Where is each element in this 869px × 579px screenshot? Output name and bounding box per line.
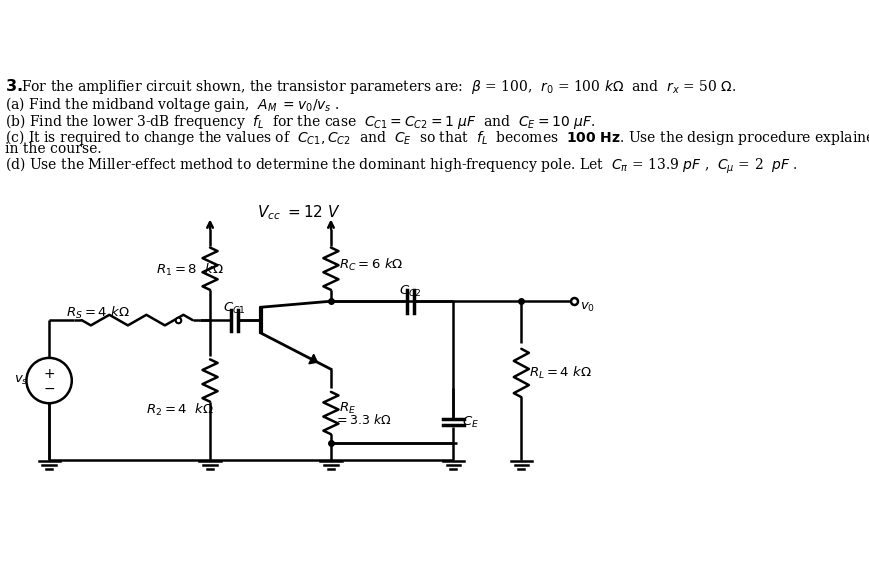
Text: $R_L = 4\ k\Omega$: $R_L = 4\ k\Omega$ <box>528 365 591 381</box>
Text: $C_{C1}$: $C_{C1}$ <box>222 301 245 316</box>
Text: $R_E$: $R_E$ <box>338 401 355 416</box>
Text: $C_{C2}$: $C_{C2}$ <box>399 284 421 299</box>
Text: For the amplifier circuit shown, the transistor parameters are:  $\beta$ = 100, : For the amplifier circuit shown, the tra… <box>21 78 736 96</box>
Text: $-$: $-$ <box>43 380 55 394</box>
Text: in the course.: in the course. <box>5 142 102 156</box>
Text: $V_{cc}\ = 12\ V$: $V_{cc}\ = 12\ V$ <box>256 203 341 222</box>
Polygon shape <box>308 354 317 364</box>
Text: (c) It is required to change the values of  $C_{C1}, C_{C2}$  and  $C_E$  so tha: (c) It is required to change the values … <box>5 128 869 147</box>
Text: (a) Find the midband voltage gain,  $A_M$ $= v_0/v_s$ .: (a) Find the midband voltage gain, $A_M$… <box>5 95 340 114</box>
Text: $v_0$: $v_0$ <box>579 301 594 314</box>
Text: $R_2 = 4\ \ k\Omega$: $R_2 = 4\ \ k\Omega$ <box>146 402 214 418</box>
Text: $R_S = 4\ k\Omega$: $R_S = 4\ k\Omega$ <box>66 305 130 321</box>
Text: (b) Find the lower 3-dB frequency  $f_L$  for the case  $C_{C1} = C_{C2} = 1\ \m: (b) Find the lower 3-dB frequency $f_L$ … <box>5 112 595 130</box>
Text: $R_C = 6\ k\Omega$: $R_C = 6\ k\Omega$ <box>339 257 403 273</box>
Text: $= 3.3\ k\Omega$: $= 3.3\ k\Omega$ <box>334 413 391 427</box>
Text: +: + <box>43 367 55 381</box>
Text: (d) Use the Miller-effect method to determine the dominant high-frequency pole. : (d) Use the Miller-effect method to dete… <box>5 155 797 175</box>
Text: $v_s$: $v_s$ <box>14 374 28 387</box>
Text: $C_E$: $C_E$ <box>462 415 479 430</box>
Text: $R_1 = 8\ \ k\Omega$: $R_1 = 8\ \ k\Omega$ <box>156 262 224 277</box>
Text: $\mathbf{3.}$: $\mathbf{3.}$ <box>5 78 23 96</box>
